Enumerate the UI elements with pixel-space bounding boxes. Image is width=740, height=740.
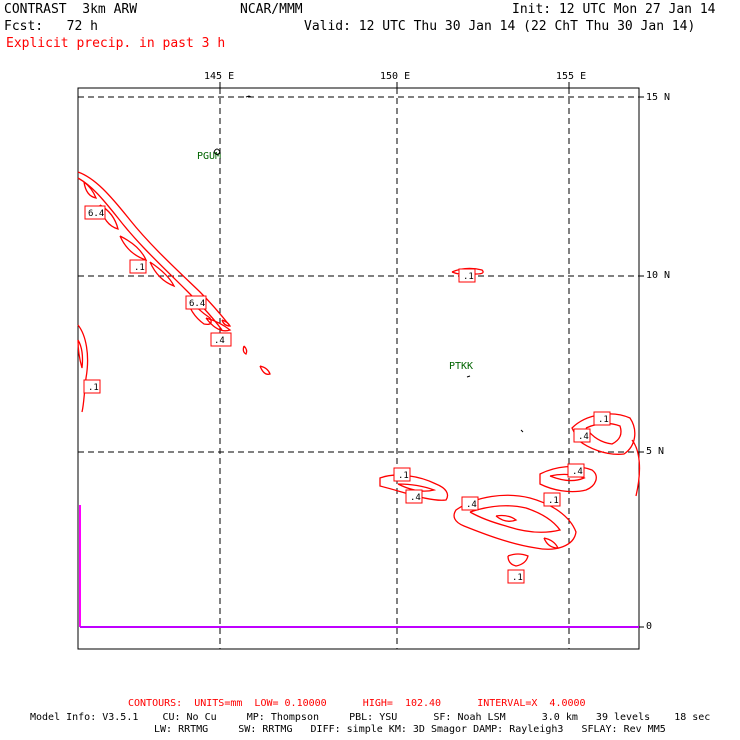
lon-label-155: 155 E (556, 71, 587, 82)
se-system-west-inner (397, 483, 437, 492)
lon-label-145: 145 E (204, 71, 235, 82)
band-nw-speck1 (242, 345, 248, 355)
island-guam (213, 148, 221, 155)
lat-lon-grid (78, 88, 639, 649)
band-nw-cell6 (205, 317, 232, 332)
contour-label: .1 (593, 411, 611, 426)
contour-label-text: .1 (134, 263, 145, 273)
island-chuuk (466, 375, 471, 378)
band-nw-cell4 (149, 261, 176, 288)
se-system-south-cell (543, 537, 560, 549)
band-nw-cell1 (83, 181, 98, 199)
precip-contours (77, 171, 641, 567)
contour-label-text: .1 (598, 415, 609, 425)
contour-label-text: .4 (466, 500, 477, 510)
contour-label-text: .1 (463, 272, 474, 282)
contour-label: .4 (567, 463, 585, 478)
island-north (245, 95, 252, 98)
field-title: Explicit precip. in past 3 h (6, 36, 226, 51)
contour-label-text: .1 (512, 573, 523, 583)
se-system-main (453, 494, 577, 550)
axis-ticks (219, 82, 644, 628)
model-info-line2: LW: RRTMG SW: RRTMG DIFF: simple KM: 3D … (154, 724, 666, 735)
island-outlines (213, 95, 524, 433)
valid-time: Valid: 12 UTC Thu 30 Jan 14 (22 ChT Thu … (304, 19, 696, 34)
contour-label: .1 (393, 467, 411, 482)
se-system-north (539, 465, 597, 493)
west-edge-inner (77, 339, 84, 369)
contour-label-text: .4 (410, 493, 421, 503)
map-frame (77, 87, 640, 650)
lat-label-10n: 10 N (646, 270, 671, 281)
west-edge-outer (77, 324, 89, 413)
contour-label: .1 (83, 379, 101, 394)
station-ptkk: PTKK (449, 361, 474, 372)
contour-info: CONTOURS: UNITS=mm LOW= 0.10000 HIGH= 10… (128, 698, 586, 709)
lat-label-0: 0 (646, 621, 653, 632)
contour-label-text: .4 (578, 432, 589, 442)
contour-label-text: 6.4 (189, 299, 205, 309)
band-nw-cell7 (221, 319, 232, 327)
band-nw-outer (77, 171, 231, 327)
lat-label-5n: 5 N (646, 446, 665, 457)
contour-label: .4 (405, 489, 423, 504)
contour-label-text: .1 (398, 471, 409, 481)
contour-label: .1 (507, 569, 525, 584)
forecast-hour: Fcst: 72 h (4, 19, 98, 34)
se-system-east-inner (585, 422, 622, 445)
contour-labels: 6.4 .1 6.4 .4 .1 .1 .1 .4 .4 .1 .4 .4 .1… (83, 205, 611, 584)
contour-label-text: .4 (214, 336, 225, 346)
init-time: Init: 12 UTC Mon 27 Jan 14 (512, 2, 716, 17)
lat-label-15n: 15 N (646, 92, 671, 103)
island-pohnpei (520, 429, 524, 433)
band-nw-speck2 (259, 365, 271, 375)
lon-label-150: 150 E (380, 71, 411, 82)
contour-label: .1 (543, 492, 561, 507)
band-nw-cell3 (119, 235, 148, 262)
contour-label: 6.4 (185, 295, 207, 310)
contour-label: .4 (210, 332, 232, 347)
contour-label: 6.4 (84, 205, 106, 220)
org-label: NCAR/MMM (240, 2, 303, 17)
domain-boundary (79, 505, 639, 628)
model-info-line1: Model Info: V3.5.1 CU: No Cu MP: Thompso… (30, 712, 711, 723)
plot-title: CONTRAST 3km ARW (4, 2, 138, 17)
station-pgum: PGUM (197, 151, 222, 162)
se-system-south (507, 553, 529, 567)
se-system-north-inner (549, 473, 586, 482)
se-system-main-inner (469, 505, 562, 533)
se-system-east-edge (631, 439, 641, 497)
contour-label-text: 6.4 (88, 209, 104, 219)
contour-label: .4 (461, 496, 479, 511)
contour-label-text: .4 (572, 467, 583, 477)
contour-label: .4 (573, 428, 591, 443)
se-system-main-cell (495, 514, 518, 522)
contour-label: .1 (129, 259, 147, 274)
contour-label: .1 (458, 268, 476, 283)
contour-label-text: .1 (548, 496, 559, 506)
contour-label-text: .1 (88, 383, 99, 393)
